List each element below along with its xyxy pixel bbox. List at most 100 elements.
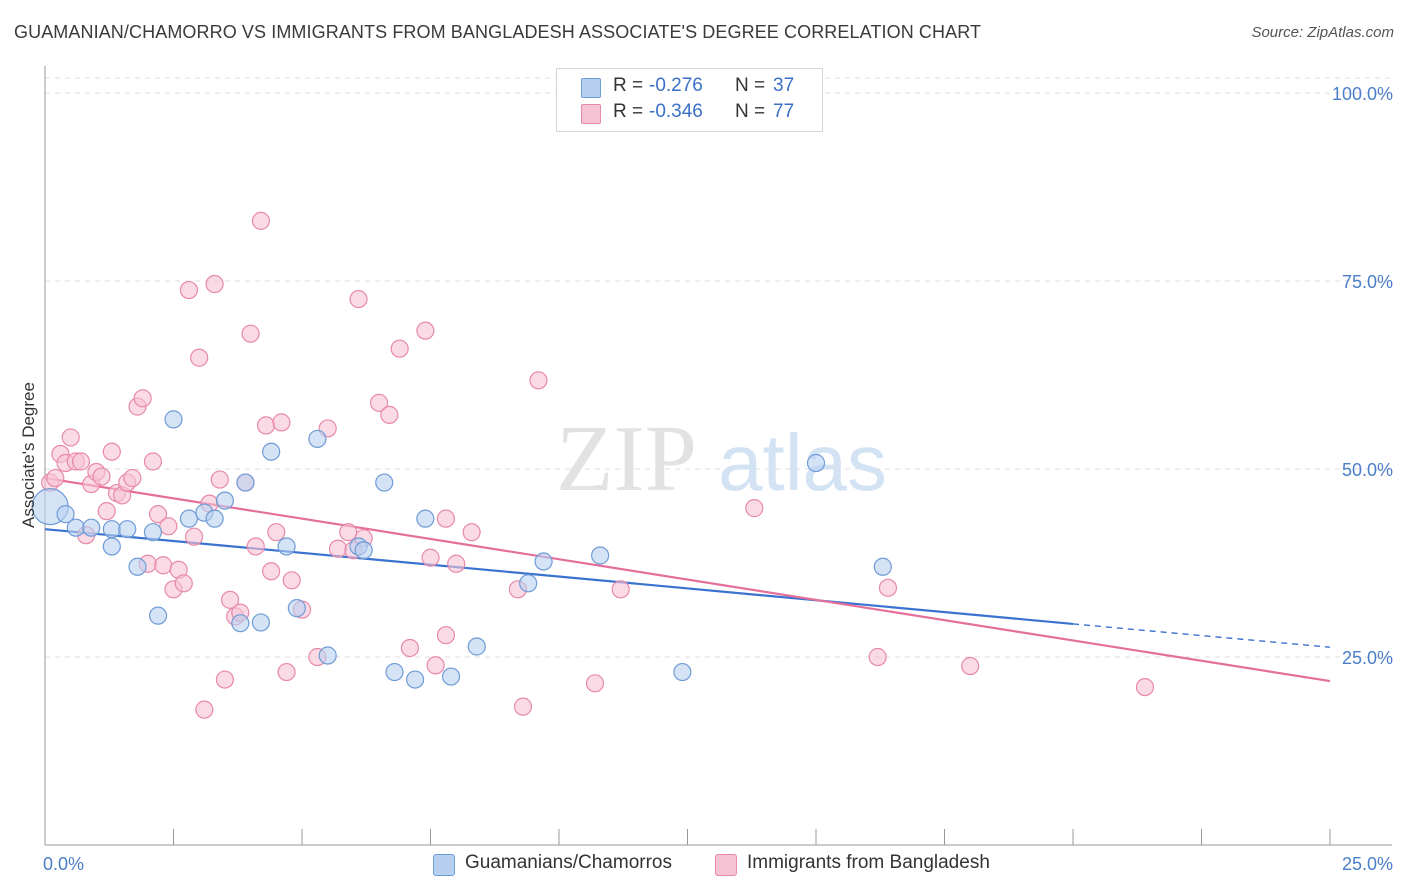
- n-value: 37: [773, 75, 795, 96]
- point-bangladesh: [447, 554, 466, 573]
- point-bangladesh: [220, 590, 240, 609]
- point-guamanians: [591, 546, 610, 565]
- legend-swatch-pink: [581, 104, 601, 124]
- point-bangladesh: [529, 371, 548, 390]
- watermark-zip: ZIP: [556, 407, 697, 511]
- n-label: N =: [735, 75, 766, 96]
- legend-label: Immigrants from Bangladesh: [747, 852, 990, 873]
- point-guamanians: [416, 509, 435, 528]
- r-value: -0.276: [649, 75, 703, 96]
- point-bangladesh: [97, 502, 116, 521]
- point-guamanians: [262, 442, 281, 461]
- point-bangladesh: [174, 574, 193, 593]
- axes: [44, 66, 1392, 846]
- point-bangladesh: [745, 499, 764, 518]
- point-bangladesh: [585, 674, 605, 693]
- point-guamanians: [277, 537, 296, 556]
- point-bangladesh: [61, 428, 80, 447]
- point-bangladesh: [251, 211, 270, 230]
- point-bangladesh: [380, 405, 399, 424]
- point-bangladesh: [878, 578, 898, 597]
- point-guamanians: [873, 557, 892, 576]
- point-bangladesh: [179, 280, 199, 300]
- trendline-guamanians-extension: [1072, 623, 1331, 648]
- point-bangladesh: [1135, 677, 1155, 697]
- point-guamanians: [205, 509, 224, 528]
- point-bangladesh: [210, 470, 229, 489]
- point-bangladesh: [282, 571, 301, 590]
- point-guamanians: [673, 662, 692, 682]
- point-bangladesh: [462, 523, 481, 542]
- point-guamanians: [66, 518, 85, 537]
- point-bangladesh: [246, 537, 265, 556]
- point-bangladesh: [184, 527, 204, 546]
- point-bangladesh: [961, 656, 980, 676]
- point-guamanians: [405, 670, 425, 689]
- point-bangladesh: [272, 413, 291, 432]
- point-guamanians: [236, 473, 255, 492]
- point-bangladesh: [436, 509, 456, 528]
- point-guamanians: [534, 552, 553, 571]
- point-bangladesh: [370, 393, 389, 412]
- y-axis-label: Associate's Degree: [19, 382, 38, 528]
- point-bangladesh: [205, 274, 224, 294]
- r-value: -0.346: [649, 101, 703, 122]
- point-bangladesh: [277, 662, 296, 682]
- r-label: R =: [613, 75, 644, 96]
- point-guamanians: [287, 599, 306, 618]
- grid-lines: [45, 77, 1392, 658]
- point-bangladesh: [349, 289, 368, 309]
- point-guamanians: [82, 518, 101, 537]
- legend-swatch-blue: [433, 854, 455, 876]
- point-bangladesh: [71, 452, 91, 471]
- point-bangladesh: [513, 697, 533, 716]
- r-label: R =: [613, 101, 644, 122]
- point-guamanians: [56, 505, 75, 524]
- point-bangladesh: [133, 389, 152, 408]
- point-bangladesh: [190, 348, 209, 367]
- point-guamanians: [148, 606, 168, 625]
- point-bangladesh: [262, 562, 281, 581]
- trendline-guamanians: [44, 528, 1074, 626]
- point-bangladesh: [102, 442, 121, 461]
- trend-lines: [44, 476, 1331, 683]
- legend-swatch-blue: [581, 78, 601, 98]
- x-tick-label-min: 0.0%: [43, 854, 84, 874]
- stats-legend: R = -0.276 N = 37 R = -0.346 N = 77: [556, 68, 823, 132]
- trendline-bangladesh: [44, 476, 1331, 683]
- y-tick-label: 50.0%: [1342, 460, 1393, 480]
- y-tick-label: 100.0%: [1332, 84, 1393, 104]
- source-label: Source: ZipAtlas.com: [1251, 24, 1394, 41]
- legend-swatch-pink: [715, 854, 737, 876]
- point-bangladesh: [390, 339, 409, 358]
- point-bangladesh: [400, 638, 420, 658]
- point-guamanians: [467, 637, 486, 656]
- point-bangladesh: [436, 626, 456, 645]
- point-guamanians: [318, 646, 337, 665]
- point-guamanians: [102, 520, 121, 539]
- point-guamanians: [215, 491, 234, 510]
- point-bangladesh: [92, 467, 111, 486]
- point-guamanians: [128, 557, 147, 576]
- point-guamanians: [118, 520, 137, 539]
- point-bangladesh: [256, 416, 276, 435]
- point-guamanians: [519, 574, 538, 593]
- point-bangladesh: [123, 468, 142, 488]
- chart-title: GUAMANIAN/CHAMORRO VS IMMIGRANTS FROM BA…: [14, 22, 982, 42]
- watermark-atlas: atlas: [718, 418, 887, 507]
- point-guamanians: [143, 523, 163, 542]
- point-bangladesh: [416, 321, 435, 340]
- point-bangladesh: [868, 647, 887, 667]
- point-guamanians: [231, 614, 250, 633]
- point-bangladesh: [611, 580, 630, 599]
- point-bangladesh: [159, 517, 178, 536]
- series-legend: Guamanians/Chamorros Immigrants from Ban…: [0, 852, 1406, 878]
- point-bangladesh: [339, 523, 358, 542]
- point-bangladesh: [195, 700, 214, 719]
- y-tick-label: 25.0%: [1342, 648, 1393, 668]
- y-tick-label: 75.0%: [1342, 272, 1393, 292]
- point-guamanians: [806, 453, 826, 473]
- n-label: N =: [735, 101, 766, 122]
- point-guamanians: [164, 410, 183, 429]
